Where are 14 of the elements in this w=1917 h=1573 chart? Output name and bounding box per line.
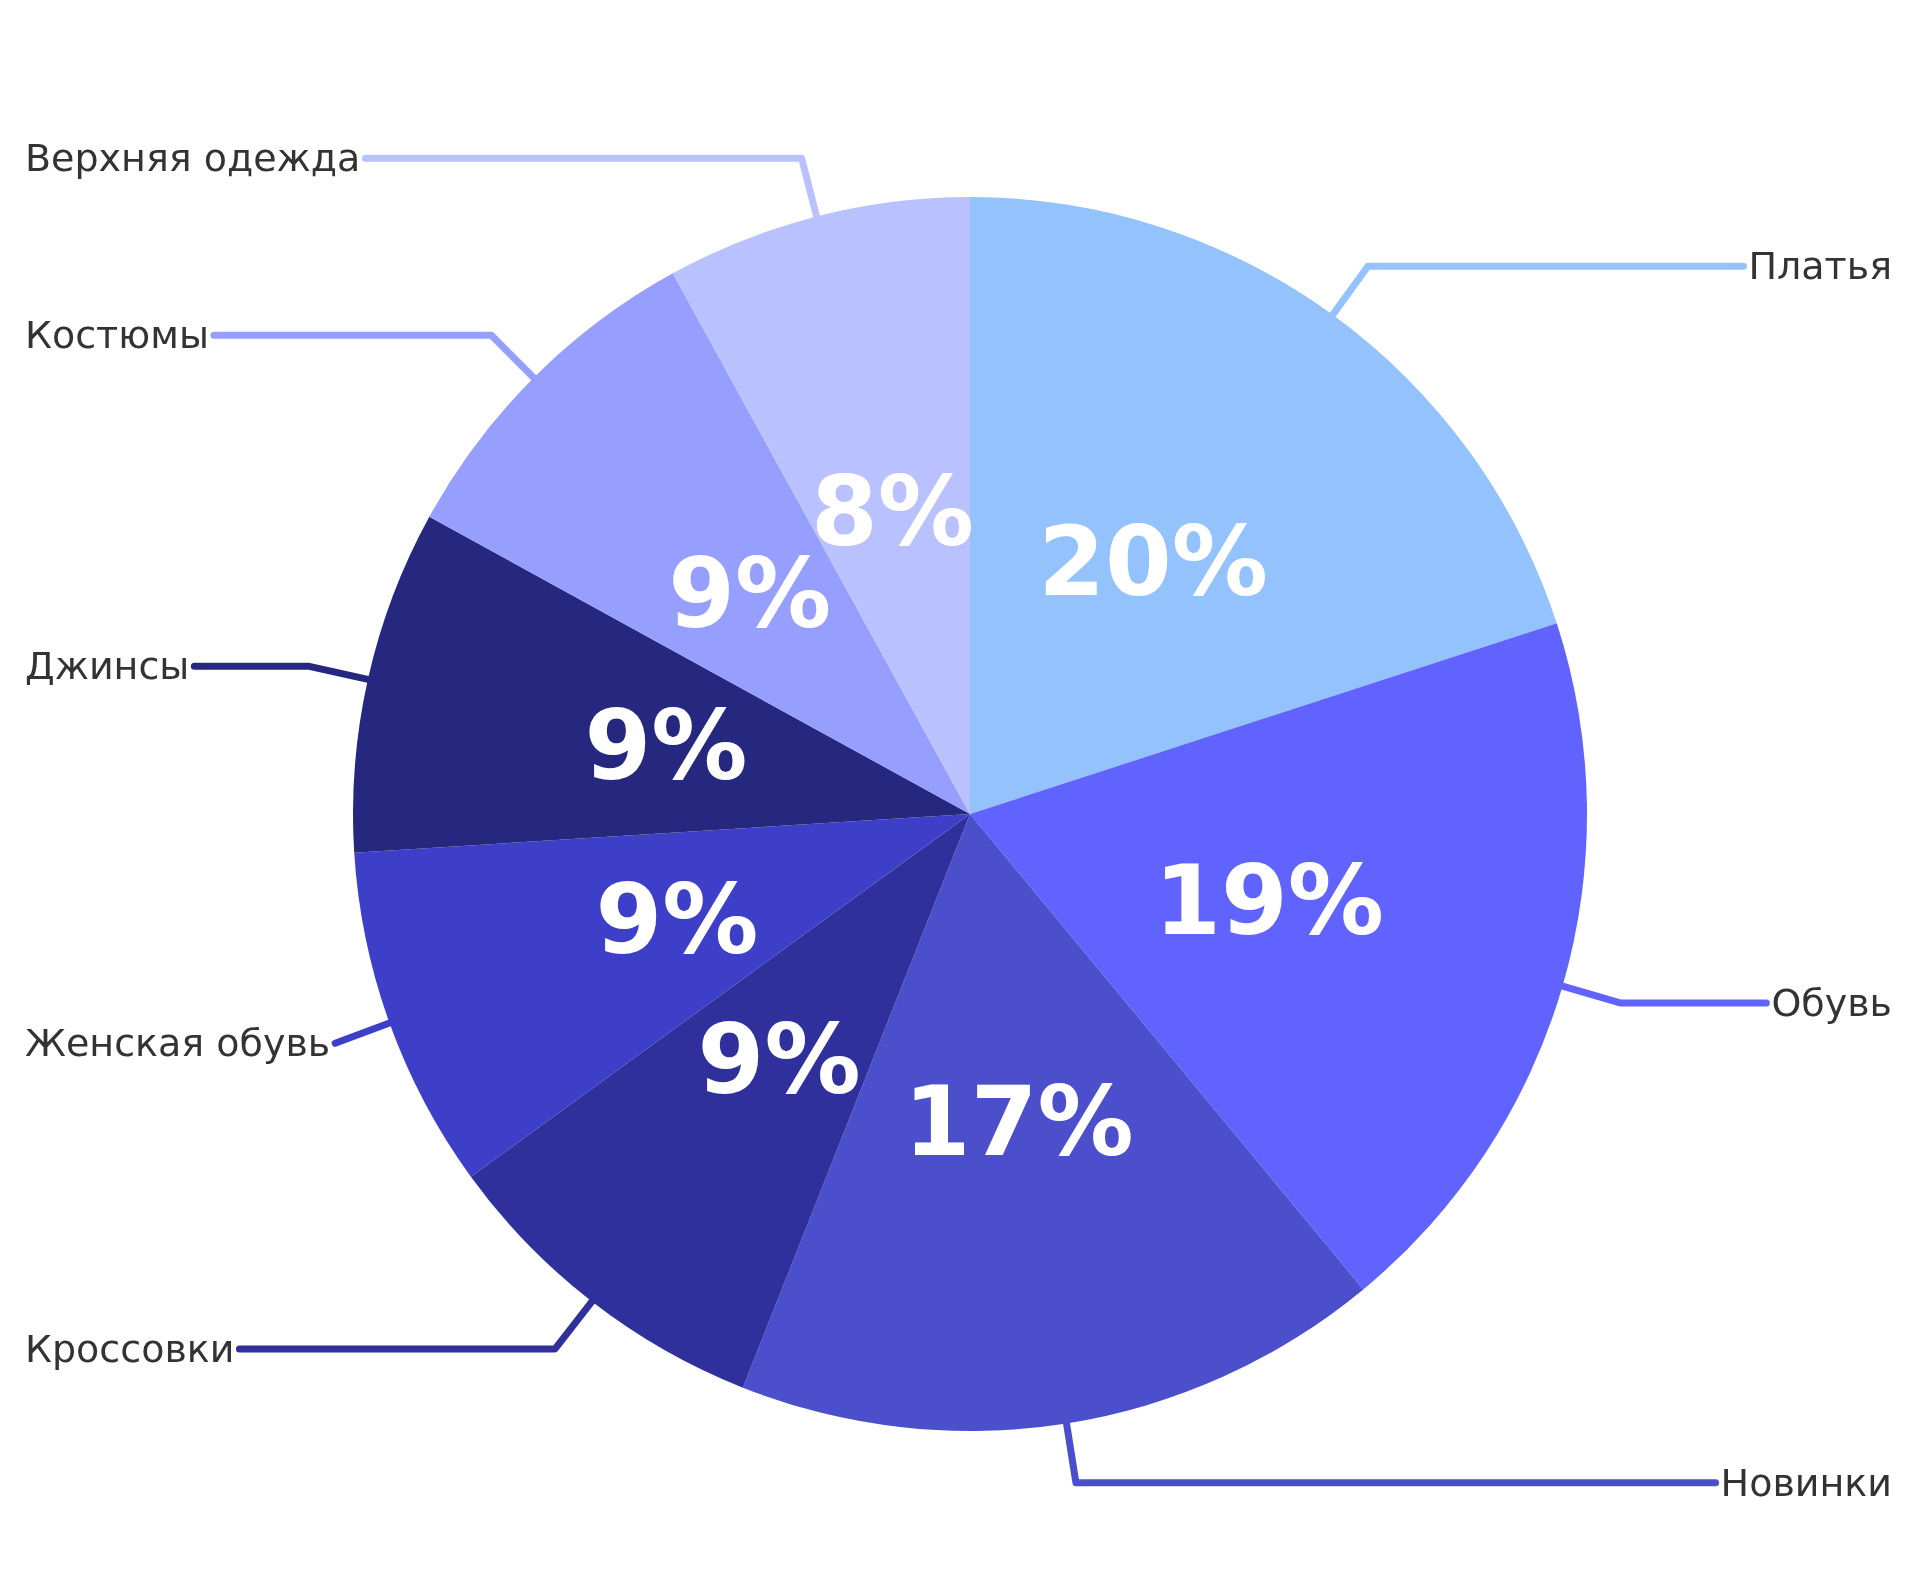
slice-label: Костюмы xyxy=(25,313,209,358)
slice-label: Женская обувь xyxy=(25,1021,331,1066)
data-label: 19% xyxy=(1154,844,1385,957)
slice-label: Верхняя одежда xyxy=(25,136,361,181)
data-label: 20% xyxy=(1038,505,1268,618)
slice-label: Платья xyxy=(1748,244,1892,289)
data-label: 9% xyxy=(595,863,759,976)
data-label: 9% xyxy=(584,690,748,803)
slice-label: Обувь xyxy=(1771,980,1892,1025)
slice-label: Джинсы xyxy=(25,644,190,689)
data-label: 9% xyxy=(697,1004,861,1117)
slice-label: Кроссовки xyxy=(25,1326,235,1371)
slice-label: Новинки xyxy=(1720,1460,1892,1505)
data-label: 17% xyxy=(903,1065,1134,1178)
